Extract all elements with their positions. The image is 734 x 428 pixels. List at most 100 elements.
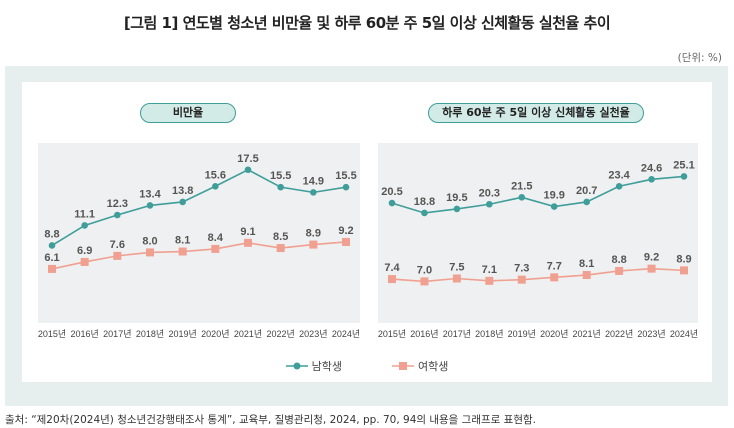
data-label: 8.9 (306, 228, 321, 240)
data-label: 8.0 (142, 235, 157, 247)
data-label: 7.1 (482, 264, 497, 276)
data-label: 23.4 (608, 169, 630, 181)
x-tick-label: 2019년 (508, 329, 536, 339)
data-point (550, 273, 559, 282)
x-tick-label: 2015년 (38, 329, 66, 339)
data-point (582, 271, 591, 280)
data-point (680, 266, 688, 275)
data-label: 8.8 (44, 228, 59, 240)
data-label: 18.8 (414, 196, 435, 208)
chart-title-obesity: 비만율 (140, 103, 236, 123)
x-tick-label: 2016년 (410, 329, 438, 339)
data-label: 19.5 (446, 192, 467, 204)
data-point (277, 183, 284, 191)
x-tick-label: 2023년 (299, 329, 327, 339)
data-label: 8.8 (611, 254, 626, 266)
chart-panel-activity (378, 143, 698, 323)
data-point (114, 211, 121, 219)
data-label: 20.3 (479, 187, 500, 199)
data-label: 8.9 (676, 253, 691, 265)
unit-label: (단위: %) (677, 52, 722, 64)
data-label: 7.4 (384, 262, 400, 274)
data-point (310, 189, 317, 196)
data-point (211, 244, 220, 253)
x-tick-label: 2022년 (605, 329, 633, 339)
data-point (388, 199, 396, 207)
data-point (113, 251, 122, 260)
data-point (244, 166, 252, 174)
data-label: 20.5 (381, 186, 402, 198)
data-point (276, 244, 285, 253)
data-label: 8.4 (208, 232, 224, 244)
data-point (615, 182, 623, 190)
data-label: 7.6 (110, 239, 125, 251)
data-point (485, 276, 494, 285)
data-point (583, 198, 590, 206)
data-label: 13.8 (172, 185, 193, 197)
data-point (421, 209, 428, 217)
x-tick-label: 2020년 (540, 329, 568, 339)
data-point (81, 222, 88, 229)
series-line-female (391, 267, 685, 283)
data-label: 6.1 (44, 252, 59, 264)
data-point (179, 198, 186, 206)
circle-marker-icon (285, 362, 308, 370)
figure-title: [그림 1] 연도별 청소년 비만율 및 하루 60분 주 5일 이상 신체활동… (123, 14, 611, 32)
data-label: 12.3 (107, 198, 128, 210)
x-tick-label: 2020년 (201, 329, 229, 339)
data-label: 11.1 (74, 208, 95, 220)
data-point (420, 277, 429, 286)
x-tick-label: 2024년 (332, 329, 360, 339)
x-tick-label: 2021년 (234, 329, 262, 339)
data-label: 17.5 (237, 153, 258, 165)
data-point (244, 238, 252, 247)
data-point (517, 275, 526, 284)
chart-title-activity: 하루 60분 주 5일 이상 신체활동 실천율 (428, 103, 644, 123)
data-label: 8.5 (273, 231, 288, 243)
data-label: 9.2 (338, 225, 353, 237)
x-tick-label: 2023년 (637, 329, 665, 339)
data-label: 8.1 (175, 235, 190, 247)
data-label: 15.5 (335, 170, 356, 182)
data-label: 7.7 (547, 260, 562, 272)
data-label: 9.2 (644, 252, 659, 264)
x-tick-label: 2021년 (573, 329, 601, 339)
legend-label: 남학생 (311, 360, 342, 373)
data-label: 19.9 (544, 190, 565, 202)
data-point (342, 237, 350, 246)
data-point (48, 242, 56, 249)
data-label: 20.7 (576, 185, 597, 197)
series-line-male (391, 175, 685, 214)
data-point (80, 257, 89, 266)
data-point (648, 176, 655, 183)
data-point (342, 183, 350, 191)
source-note: 출처: “제20차(2024년) 청소년건강행태조사 통계”, 교육부, 질병관… (5, 414, 536, 426)
data-label: 15.6 (205, 169, 226, 181)
data-point (615, 266, 624, 275)
data-point (453, 205, 461, 213)
data-label: 7.5 (449, 262, 464, 274)
series-line-female (51, 241, 347, 270)
legend-item-female: 여학생 (392, 358, 448, 374)
data-point (309, 240, 318, 249)
data-label: 24.6 (641, 162, 662, 174)
data-label: 14.9 (303, 175, 324, 187)
data-label: 7.3 (514, 263, 529, 275)
data-label: 21.5 (511, 180, 532, 192)
data-point (486, 200, 493, 208)
data-point (388, 275, 396, 284)
data-label: 15.5 (270, 170, 291, 182)
x-tick-label: 2022년 (267, 329, 295, 339)
data-label: 13.4 (139, 188, 161, 200)
data-point (146, 202, 154, 209)
chart-panel-obesity (38, 143, 360, 323)
series-line-male (51, 168, 347, 247)
data-label: 25.1 (673, 159, 694, 171)
legend: 남학생 여학생 (0, 358, 734, 374)
x-tick-label: 2015년 (378, 329, 406, 339)
x-tick-label: 2018년 (475, 329, 503, 339)
x-tick-label: 2016년 (71, 329, 99, 339)
x-tick-label: 2017년 (443, 329, 471, 339)
data-point (146, 248, 154, 257)
data-label: 8.1 (579, 258, 594, 270)
